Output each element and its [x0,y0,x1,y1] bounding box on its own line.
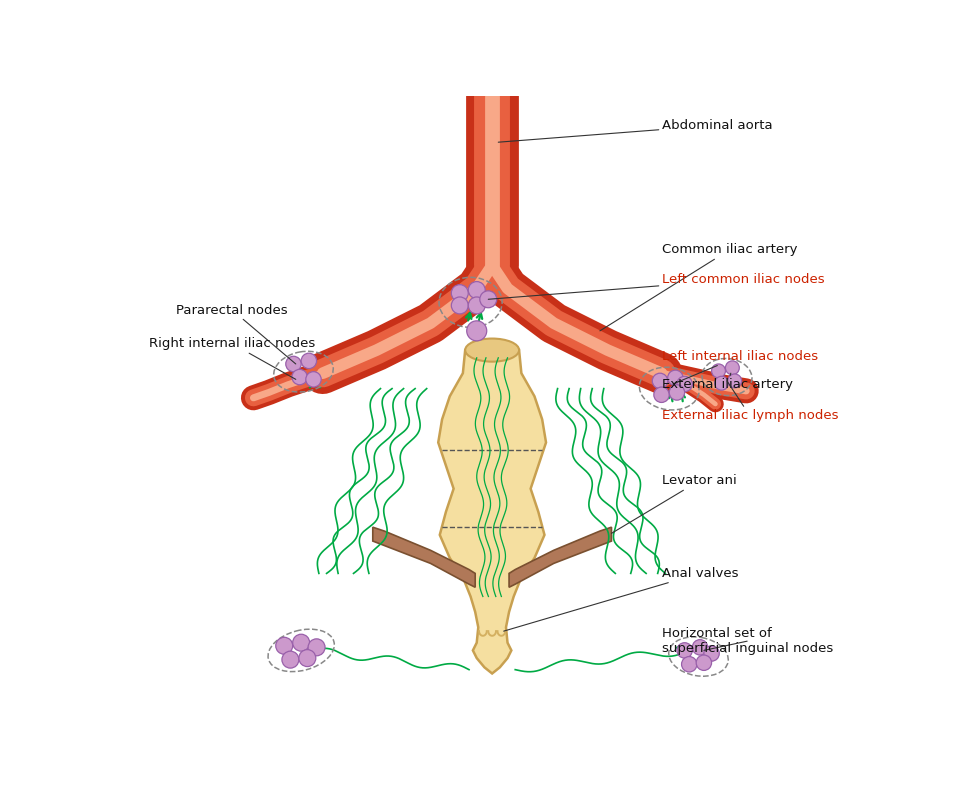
Circle shape [306,372,321,387]
Circle shape [299,650,316,666]
Text: Left internal iliac nodes: Left internal iliac nodes [661,350,818,384]
Circle shape [726,361,739,374]
Circle shape [703,646,719,661]
Text: Pararectal nodes: Pararectal nodes [177,303,296,364]
Text: Anal valves: Anal valves [504,567,738,631]
Circle shape [653,387,669,402]
Polygon shape [373,527,475,587]
Circle shape [282,651,299,668]
Text: Right internal iliac nodes: Right internal iliac nodes [150,338,316,379]
Circle shape [468,297,485,314]
Circle shape [276,638,293,654]
Text: External iliac artery: External iliac artery [661,373,793,391]
Circle shape [480,291,497,308]
Circle shape [669,385,684,400]
Circle shape [677,642,692,658]
Circle shape [308,639,325,656]
Circle shape [727,374,742,388]
Circle shape [696,655,711,670]
Circle shape [285,356,301,372]
Circle shape [293,634,309,651]
Circle shape [452,297,468,314]
Text: Horizontal set of
superficial inguinal nodes: Horizontal set of superficial inguinal n… [661,627,833,655]
Circle shape [677,376,692,392]
Text: Abdominal aorta: Abdominal aorta [499,118,772,142]
Text: Common iliac artery: Common iliac artery [600,243,797,331]
Polygon shape [438,350,546,674]
Circle shape [715,376,728,390]
Text: Left common iliac nodes: Left common iliac nodes [488,273,825,299]
Circle shape [452,285,468,302]
Polygon shape [509,527,611,587]
Circle shape [467,321,486,341]
Circle shape [692,640,707,655]
Circle shape [292,370,308,385]
Text: External iliac lymph nodes: External iliac lymph nodes [661,381,838,422]
Ellipse shape [465,338,519,362]
Circle shape [301,353,316,369]
Circle shape [653,373,668,389]
Circle shape [681,657,697,672]
Circle shape [668,370,683,386]
Circle shape [711,364,726,378]
Circle shape [468,282,485,298]
Text: Levator ani: Levator ani [611,474,736,534]
